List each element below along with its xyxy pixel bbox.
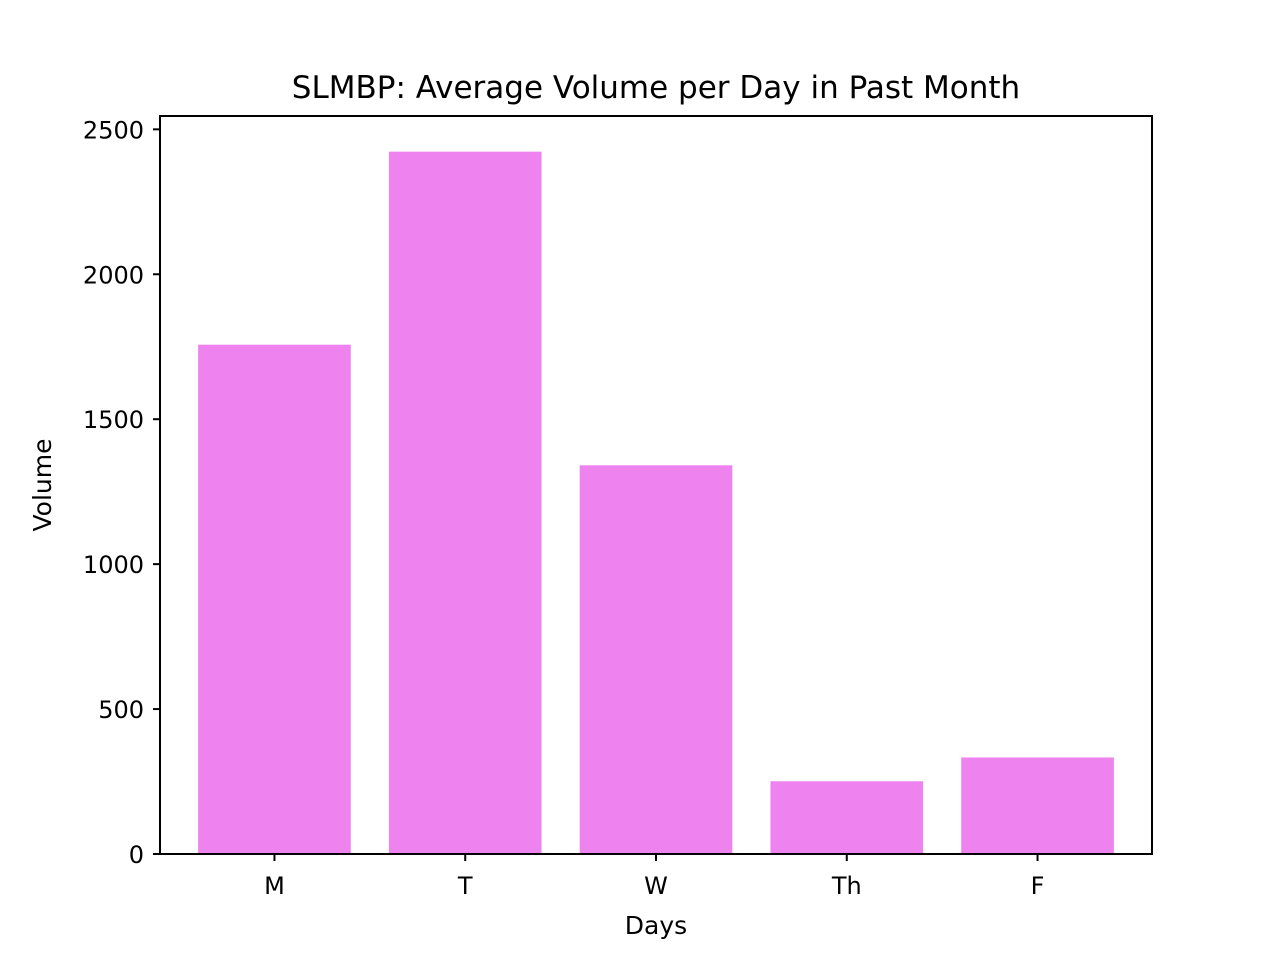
y-tick-label: 500	[98, 696, 144, 724]
y-axis-label: Volume	[28, 439, 57, 532]
y-tick-label: 0	[129, 841, 144, 869]
x-tick-label: Th	[831, 872, 862, 900]
y-tick-label: 1500	[83, 406, 144, 434]
x-axis-ticks: M T W Th F	[264, 854, 1044, 900]
bar-f	[961, 757, 1114, 854]
x-tick-label: F	[1031, 872, 1045, 900]
bar-th	[770, 781, 924, 854]
y-tick-label: 2000	[83, 261, 144, 289]
y-tick-label: 2500	[83, 116, 144, 144]
chart-title: SLMBP: Average Volume per Day in Past Mo…	[292, 70, 1020, 106]
y-axis-ticks: 0 500 1000 1500 2000 2500	[83, 116, 160, 869]
x-tick-label: T	[457, 872, 473, 900]
x-tick-label: M	[264, 872, 285, 900]
bar-m	[198, 344, 351, 854]
x-tick-label: W	[644, 872, 668, 900]
y-tick-label: 1000	[83, 551, 144, 579]
bar-w	[579, 465, 733, 854]
x-axis-label: Days	[625, 911, 687, 940]
bars-group	[198, 151, 1114, 854]
plot-frame	[159, 115, 1153, 855]
bar-t	[388, 151, 542, 854]
